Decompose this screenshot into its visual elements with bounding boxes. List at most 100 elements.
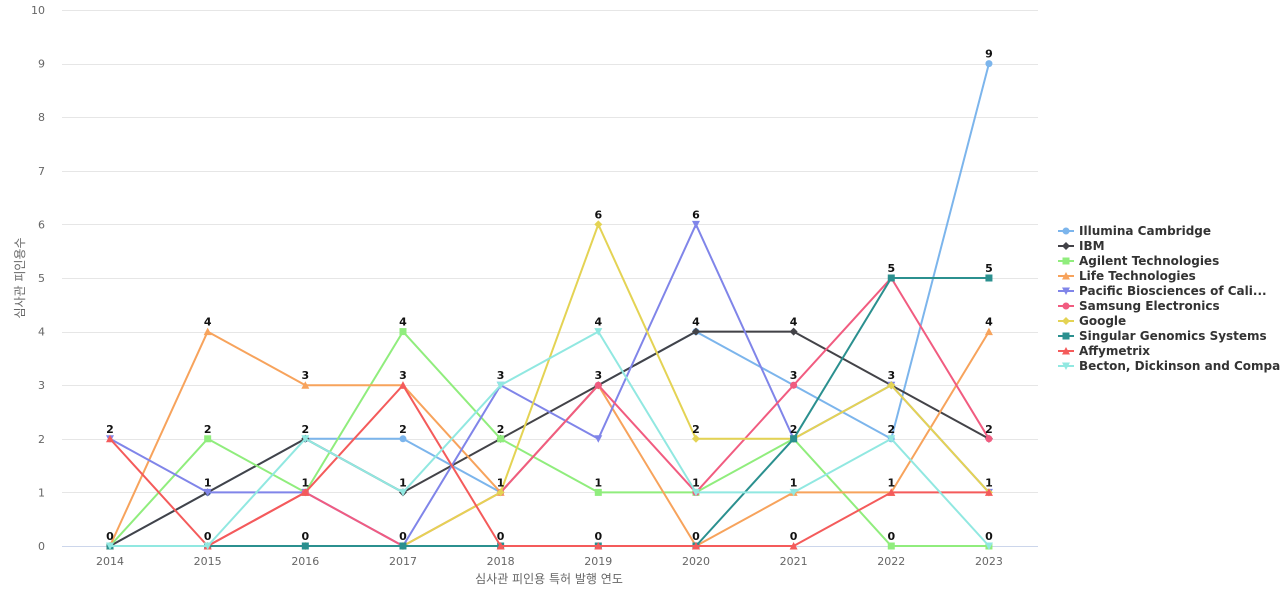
y-tick-label: 6 <box>38 218 45 231</box>
legend-item[interactable]: IBM <box>1058 239 1105 253</box>
series-lines <box>106 60 993 550</box>
series-line <box>110 330 990 547</box>
legend-item[interactable]: Illumina Cambridge <box>1058 224 1211 238</box>
x-tick-label: 2019 <box>584 555 612 568</box>
data-point <box>887 274 895 282</box>
data-point <box>691 542 700 550</box>
data-label: 2 <box>497 423 505 436</box>
y-axis-title: 심사관 피인용수 <box>13 237 27 318</box>
data-point <box>691 488 700 497</box>
data-label: 3 <box>497 369 505 382</box>
data-point <box>106 434 114 443</box>
data-label: 2 <box>692 423 700 436</box>
data-point <box>496 542 505 550</box>
series-8 <box>106 381 993 550</box>
legend-item[interactable]: Samsung Electronics <box>1058 299 1220 313</box>
data-label: 0 <box>594 530 602 543</box>
legend-item[interactable]: Agilent Technologies <box>1058 254 1219 268</box>
legend-label: Affymetrix <box>1079 344 1150 358</box>
x-axis-title: 심사관 피인용 특허 발행 연도 <box>475 571 623 586</box>
data-label: 1 <box>497 476 505 489</box>
data-point <box>203 327 212 336</box>
data-point <box>594 381 602 389</box>
data-label: 0 <box>887 530 895 543</box>
y-tick-label: 9 <box>38 58 45 71</box>
legend-item[interactable]: Singular Genomics Systems <box>1058 329 1267 343</box>
legend-item[interactable]: Affymetrix <box>1058 344 1150 358</box>
legend-item[interactable]: Becton, Dickinson and Compa... <box>1058 359 1280 373</box>
data-label: 0 <box>399 530 407 543</box>
data-label: 6 <box>692 208 700 221</box>
legend-label: Google <box>1079 314 1126 328</box>
data-label: 0 <box>301 530 309 543</box>
data-point <box>790 435 798 443</box>
data-point <box>887 435 896 443</box>
data-label: 1 <box>204 476 212 489</box>
data-labels: 2 0 4 2 1 0 3 2 1 0 4 3 2 1 0 3 2 1 0 6 4 3 1 0 6 4 2 1 0 4 3 2 1 0 5 3 2 1 0 9… <box>106 48 993 543</box>
data-point <box>496 381 505 390</box>
data-point <box>594 488 602 496</box>
y-tick-label: 3 <box>38 379 45 392</box>
data-label: 4 <box>790 316 798 329</box>
x-tick-label: 2017 <box>389 555 417 568</box>
data-point <box>984 488 993 496</box>
data-label: 3 <box>399 369 407 382</box>
data-label: 3 <box>594 369 602 382</box>
data-label: 1 <box>985 476 993 489</box>
legend-label: Agilent Technologies <box>1079 254 1219 268</box>
data-label: 1 <box>790 476 798 489</box>
data-label: 0 <box>790 530 798 543</box>
data-label: 2 <box>985 423 993 436</box>
data-point <box>594 542 603 550</box>
data-point <box>301 435 310 443</box>
legend-marker <box>1062 362 1070 370</box>
data-point <box>984 542 993 550</box>
data-label: 1 <box>887 476 895 489</box>
data-label: 0 <box>985 530 993 543</box>
data-point <box>887 542 895 550</box>
x-tick-label: 2022 <box>877 555 905 568</box>
legend-item[interactable]: Pacific Biosciences of Cali... <box>1058 284 1267 298</box>
data-point <box>691 434 700 443</box>
data-point <box>789 327 798 336</box>
data-point <box>594 328 603 336</box>
data-label: 6 <box>594 208 602 221</box>
data-point <box>399 435 407 443</box>
data-point <box>203 488 212 497</box>
x-tick-label: 2015 <box>194 555 222 568</box>
data-label: 1 <box>301 476 309 489</box>
data-point <box>985 435 993 443</box>
legend-marker <box>1062 332 1070 340</box>
x-tick-label: 2014 <box>96 555 124 568</box>
data-point <box>594 435 603 443</box>
data-label: 0 <box>106 530 114 543</box>
legend-marker <box>1062 227 1070 235</box>
data-point <box>691 327 700 336</box>
data-point <box>301 381 310 389</box>
legend-item[interactable]: Life Technologies <box>1058 269 1196 283</box>
legend-label: Illumina Cambridge <box>1079 224 1211 238</box>
legend-label: Becton, Dickinson and Compa... <box>1079 359 1280 373</box>
data-label: 2 <box>106 423 114 436</box>
data-label: 0 <box>497 530 505 543</box>
y-tick-label: 2 <box>38 433 45 446</box>
data-point <box>985 60 993 68</box>
x-tick-label: 2020 <box>682 555 710 568</box>
data-label: 3 <box>301 369 309 382</box>
data-point <box>789 488 798 497</box>
legend-label: Samsung Electronics <box>1079 299 1220 313</box>
data-label: 1 <box>399 476 407 489</box>
data-point <box>496 488 505 497</box>
data-point <box>594 220 603 229</box>
legend-item[interactable]: Google <box>1058 314 1126 328</box>
series-9 <box>106 328 993 550</box>
data-label: 4 <box>985 316 993 329</box>
data-label: 5 <box>887 262 895 275</box>
legend-marker <box>1062 317 1070 325</box>
data-point <box>301 488 310 496</box>
y-tick-label: 4 <box>38 326 45 339</box>
legend-marker <box>1062 272 1070 280</box>
data-point <box>985 274 993 282</box>
